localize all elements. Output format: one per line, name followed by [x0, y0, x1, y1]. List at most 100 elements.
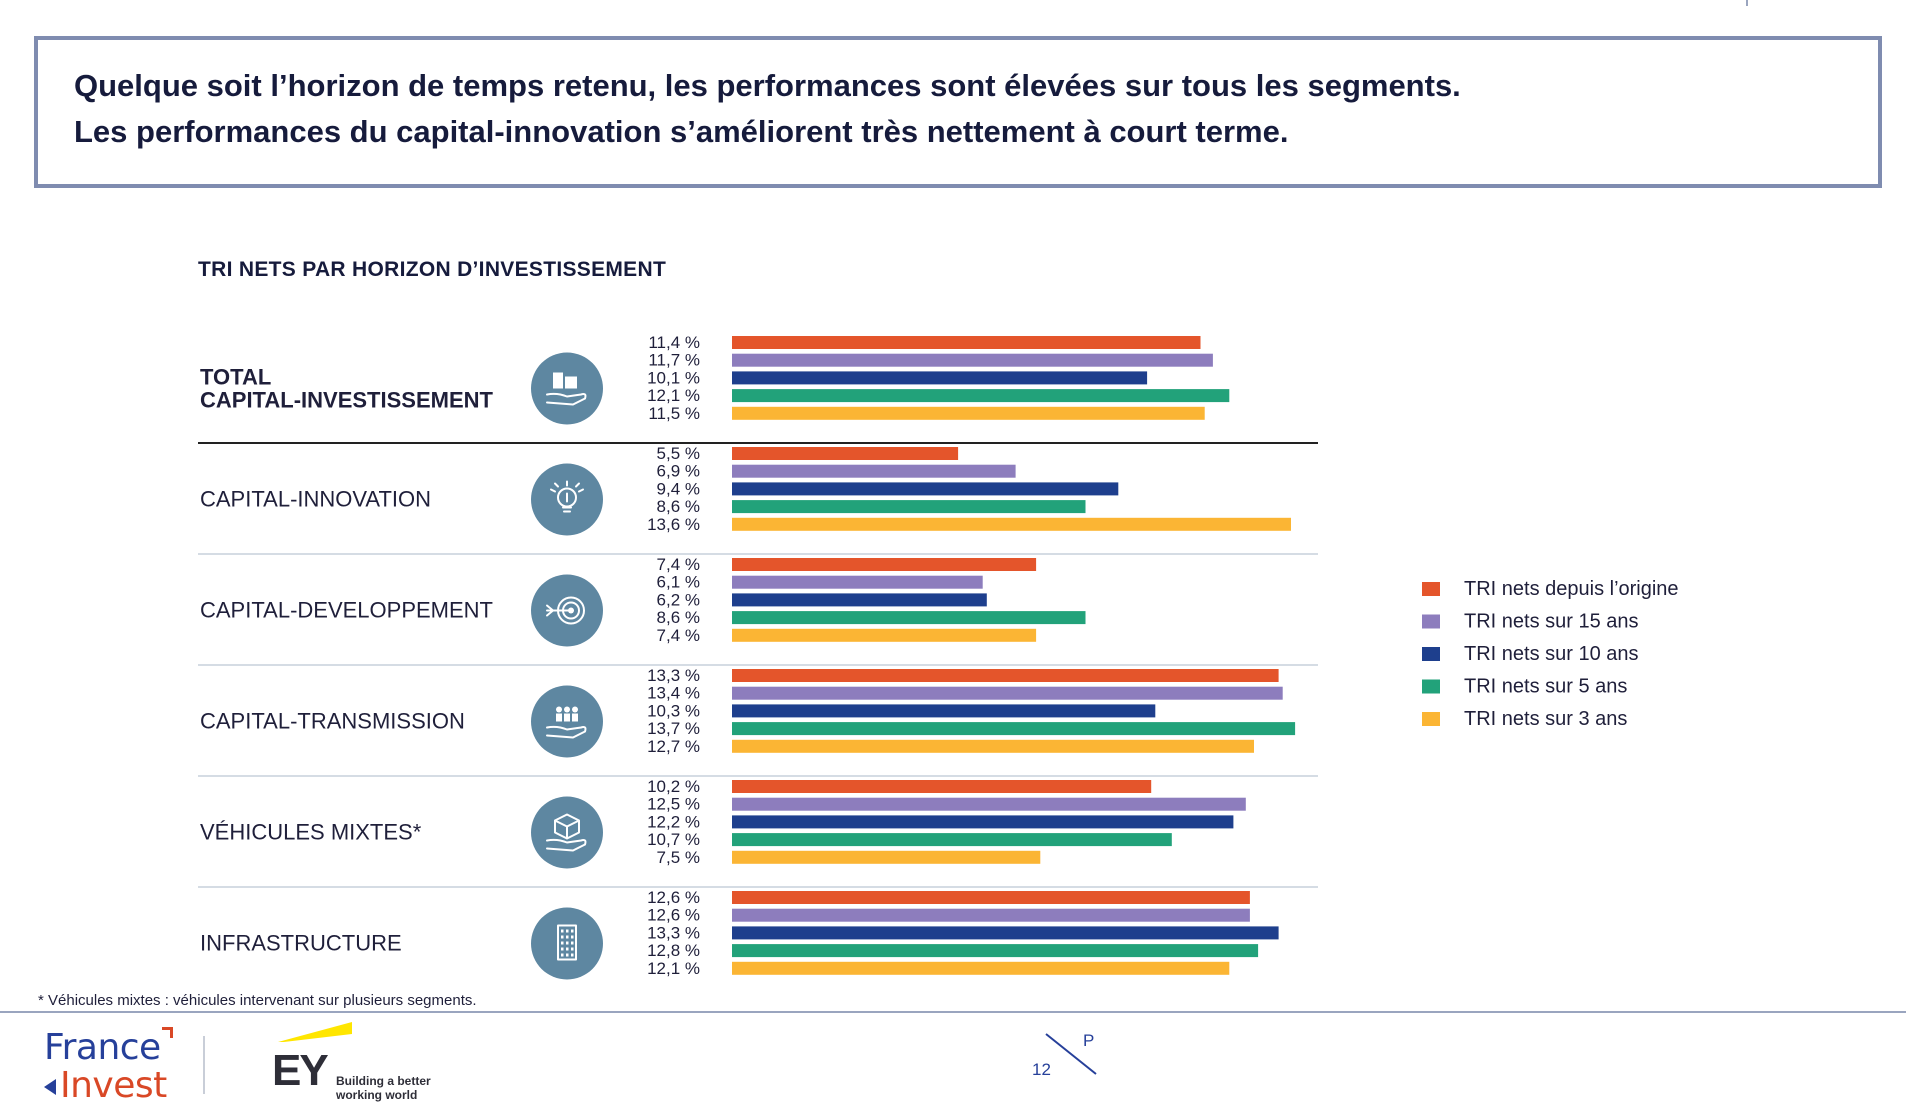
- bar-value-label: 10,3 %: [647, 701, 700, 720]
- bar: [732, 780, 1152, 793]
- bar-value-label: 7,4 %: [657, 626, 700, 645]
- logo-france-text: France: [44, 1027, 161, 1068]
- bar-value-label: 12,1 %: [647, 386, 700, 405]
- legend-swatch: [1422, 712, 1440, 726]
- icon-tower: [557, 924, 577, 961]
- bar-value-label: 8,6 %: [657, 497, 700, 516]
- category-label: INFRASTRUCTURE: [200, 931, 402, 956]
- icon-person-head: [564, 706, 570, 713]
- icon-window: [571, 941, 574, 945]
- icon-window: [561, 941, 564, 945]
- bar: [732, 464, 1016, 478]
- icon-bulb-base: [562, 492, 572, 513]
- logo-corner-mark: [162, 1027, 173, 1038]
- bar: [732, 517, 1291, 531]
- bar-value-label: 11,4 %: [648, 333, 700, 352]
- legend: TRI nets depuis l’origine TRI nets sur 15…: [1422, 578, 1679, 730]
- headline-box: Quelque soit l’horizon de temps retenu, …: [34, 36, 1882, 188]
- bar: [732, 891, 1250, 904]
- icon-window: [561, 947, 564, 951]
- target-arrow-icon: [546, 596, 585, 625]
- bar: [732, 575, 983, 589]
- icon-window: [566, 941, 569, 945]
- bar: [732, 722, 1296, 736]
- legend-label: TRI nets sur 10 ans: [1464, 643, 1639, 665]
- bar-value-label: 11,5 %: [648, 404, 700, 423]
- hand-buildings-icon: [546, 372, 587, 406]
- legend-label: TRI nets depuis l’origine: [1464, 578, 1679, 600]
- bar-value-label: 7,5 %: [657, 848, 700, 867]
- icon-hand: [546, 838, 587, 852]
- bar-value-label: 10,1 %: [647, 368, 700, 387]
- logo-arrow-icon: [44, 1079, 56, 1095]
- ey-beam-icon: [278, 1022, 352, 1042]
- icon-person-body: [556, 713, 562, 722]
- bar-value-label: 12,1 %: [647, 959, 700, 978]
- ey-tagline-2: working world: [336, 1088, 418, 1102]
- icon-rays: [550, 480, 584, 493]
- bar-value-label: 6,1 %: [657, 573, 700, 592]
- headline-line-1: Quelque soit l’horizon de temps retenu, …: [74, 68, 1461, 103]
- chart-group: CAPITAL-TRANSMISSION 13,3 %13,4 %10,3 %13…: [198, 666, 1318, 777]
- bar-value-label: 13,4 %: [647, 684, 700, 703]
- legend-label: TRI nets sur 3 ans: [1464, 708, 1627, 730]
- bar-value-label: 6,9 %: [657, 462, 700, 481]
- icon-box: [554, 813, 580, 840]
- icon-window: [561, 935, 564, 939]
- hand-box-icon: [546, 813, 587, 852]
- bar: [732, 850, 1041, 864]
- bar: [732, 482, 1119, 496]
- icon-person-head: [556, 706, 562, 713]
- top-edge-tick: [1746, 0, 1748, 6]
- icon-hand: [546, 725, 587, 739]
- icon-window: [566, 935, 569, 939]
- bar: [732, 628, 1037, 642]
- icon-person-body: [572, 713, 578, 722]
- bar-value-label: 13,3 %: [647, 923, 700, 942]
- legend-swatch: [1422, 679, 1440, 694]
- hand-people-icon: [546, 706, 587, 739]
- chart-group: VÉHICULES MIXTES* 10,2 %12,5 %12,2 %10,7 …: [198, 777, 1318, 888]
- bar: [732, 908, 1250, 922]
- bar: [732, 336, 1201, 349]
- bar-value-label: 13,6 %: [647, 515, 700, 534]
- category-label: CAPITAL-DEVELOPPEMENT: [200, 598, 493, 623]
- bar-value-label: 13,3 %: [647, 666, 700, 685]
- bar-value-label: 12,7 %: [647, 737, 700, 756]
- icon-window: [561, 929, 564, 933]
- bar: [732, 371, 1148, 385]
- bar: [732, 669, 1279, 682]
- bar: [732, 593, 987, 607]
- icon-arrow: [546, 604, 570, 617]
- bar-value-label: 13,7 %: [647, 719, 700, 738]
- ey-tagline-1: Building a better: [336, 1074, 431, 1088]
- footer-divider: [0, 1011, 1906, 1013]
- france-invest-logo: France Invest: [44, 1027, 174, 1107]
- icon-person-head: [572, 706, 578, 713]
- bar-value-label: 12,6 %: [647, 888, 700, 907]
- bar-value-label: 10,2 %: [647, 777, 700, 796]
- icon-window: [571, 953, 574, 957]
- icon-window: [566, 947, 569, 951]
- page-letter: P: [1083, 1031, 1095, 1050]
- icon-window: [571, 929, 574, 933]
- bar-value-label: 12,6 %: [647, 906, 700, 925]
- icon-target-center: [568, 607, 574, 614]
- icon-window: [561, 953, 564, 957]
- bar-value-label: 7,4 %: [657, 555, 700, 574]
- bar: [732, 686, 1283, 700]
- legend-swatch: [1422, 614, 1440, 629]
- legend-label: TRI nets sur 5 ans: [1464, 676, 1627, 698]
- chart-title: TRI NETS PAR HORIZON D’INVESTISSEMENT: [198, 258, 667, 281]
- category-label: CAPITAL-INNOVATION: [200, 487, 431, 512]
- lightbulb-icon: [550, 480, 584, 513]
- legend-swatch: [1422, 582, 1440, 596]
- category-label: VÉHICULES MIXTES*: [200, 820, 422, 845]
- bar: [732, 406, 1205, 420]
- logo-separator: [203, 1036, 205, 1094]
- bar: [732, 961, 1230, 975]
- footnote: * Véhicules mixtes : véhicules intervena…: [38, 992, 477, 1009]
